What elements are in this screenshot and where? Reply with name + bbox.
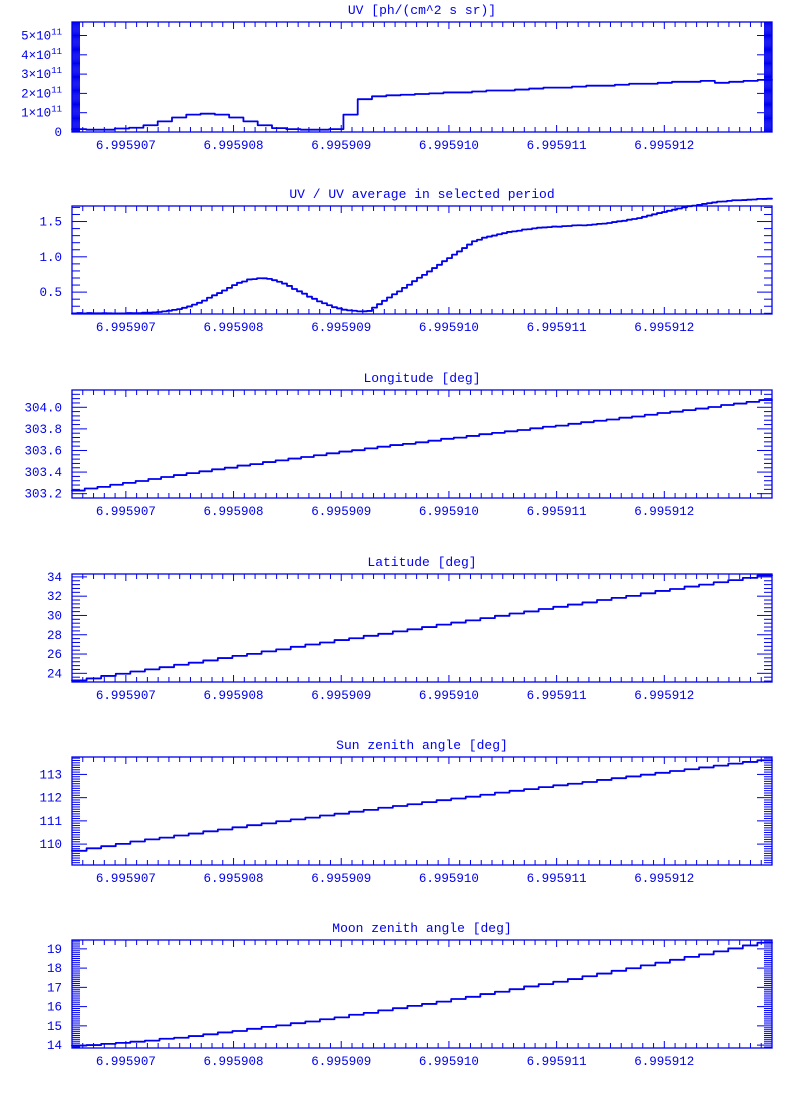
svg-text:6.995911: 6.995911 [527, 139, 587, 153]
svg-text:6.995911: 6.995911 [527, 1055, 587, 1069]
svg-text:6.995909: 6.995909 [311, 1055, 371, 1069]
svg-text:6.995908: 6.995908 [204, 139, 264, 153]
svg-text:6.995912: 6.995912 [634, 505, 694, 519]
svg-text:34: 34 [47, 571, 62, 585]
svg-text:28: 28 [47, 629, 62, 643]
svg-text:30: 30 [47, 609, 62, 623]
svg-text:6.995908: 6.995908 [204, 872, 264, 886]
svg-text:Latitude [deg]: Latitude [deg] [367, 555, 476, 570]
svg-text:6.995909: 6.995909 [311, 505, 371, 519]
svg-text:303.8: 303.8 [24, 423, 62, 437]
svg-text:303.6: 303.6 [24, 444, 62, 458]
svg-text:1.0: 1.0 [39, 251, 62, 265]
svg-text:6.995911: 6.995911 [527, 505, 587, 519]
svg-text:6.995909: 6.995909 [311, 139, 371, 153]
svg-text:UV [ph/(cm^2 s sr)]: UV [ph/(cm^2 s sr)] [348, 3, 496, 18]
svg-text:6.995912: 6.995912 [634, 321, 694, 335]
svg-text:304.0: 304.0 [24, 401, 62, 415]
svg-text:6.995910: 6.995910 [419, 139, 479, 153]
svg-text:0.5: 0.5 [39, 286, 62, 300]
svg-text:6.995911: 6.995911 [527, 689, 587, 703]
svg-text:Sun zenith angle [deg]: Sun zenith angle [deg] [336, 738, 508, 753]
svg-text:Longitude [deg]: Longitude [deg] [363, 371, 480, 386]
svg-text:6.995908: 6.995908 [204, 1055, 264, 1069]
svg-text:24: 24 [47, 667, 62, 681]
svg-text:15: 15 [47, 1020, 62, 1034]
svg-text:Moon zenith angle [deg]: Moon zenith angle [deg] [332, 921, 511, 936]
svg-text:6.995908: 6.995908 [204, 505, 264, 519]
svg-text:6.995909: 6.995909 [311, 872, 371, 886]
svg-text:6.995909: 6.995909 [311, 321, 371, 335]
svg-text:6.995910: 6.995910 [419, 872, 479, 886]
svg-text:110: 110 [39, 838, 62, 852]
svg-text:6.995907: 6.995907 [96, 1055, 156, 1069]
svg-text:6.995909: 6.995909 [311, 689, 371, 703]
svg-text:6.995907: 6.995907 [96, 505, 156, 519]
svg-text:6.995910: 6.995910 [419, 505, 479, 519]
svg-text:32: 32 [47, 590, 62, 604]
svg-text:6.995907: 6.995907 [96, 872, 156, 886]
svg-text:6.995910: 6.995910 [419, 321, 479, 335]
svg-text:0: 0 [54, 126, 62, 140]
svg-text:6.995912: 6.995912 [634, 689, 694, 703]
svg-text:6.995912: 6.995912 [634, 872, 694, 886]
svg-text:6.995910: 6.995910 [419, 689, 479, 703]
svg-text:17: 17 [47, 981, 62, 995]
svg-text:6.995910: 6.995910 [419, 1055, 479, 1069]
svg-text:6.995907: 6.995907 [96, 689, 156, 703]
svg-text:112: 112 [39, 792, 62, 806]
svg-text:26: 26 [47, 648, 62, 662]
svg-text:6.995912: 6.995912 [634, 139, 694, 153]
svg-text:1.5: 1.5 [39, 216, 62, 230]
svg-text:6.995908: 6.995908 [204, 689, 264, 703]
svg-text:14: 14 [47, 1039, 62, 1053]
svg-text:6.995911: 6.995911 [527, 321, 587, 335]
svg-text:6.995907: 6.995907 [96, 139, 156, 153]
svg-text:6.995907: 6.995907 [96, 321, 156, 335]
svg-text:18: 18 [47, 962, 62, 976]
svg-text:111: 111 [39, 815, 62, 829]
svg-text:303.4: 303.4 [24, 466, 62, 480]
svg-text:113: 113 [39, 768, 62, 782]
svg-text:16: 16 [47, 1001, 62, 1015]
svg-text:303.2: 303.2 [24, 488, 62, 502]
svg-text:6.995911: 6.995911 [527, 872, 587, 886]
svg-text:UV / UV average in selected pe: UV / UV average in selected period [289, 187, 554, 202]
svg-text:6.995912: 6.995912 [634, 1055, 694, 1069]
svg-text:19: 19 [47, 943, 62, 957]
svg-text:6.995908: 6.995908 [204, 321, 264, 335]
